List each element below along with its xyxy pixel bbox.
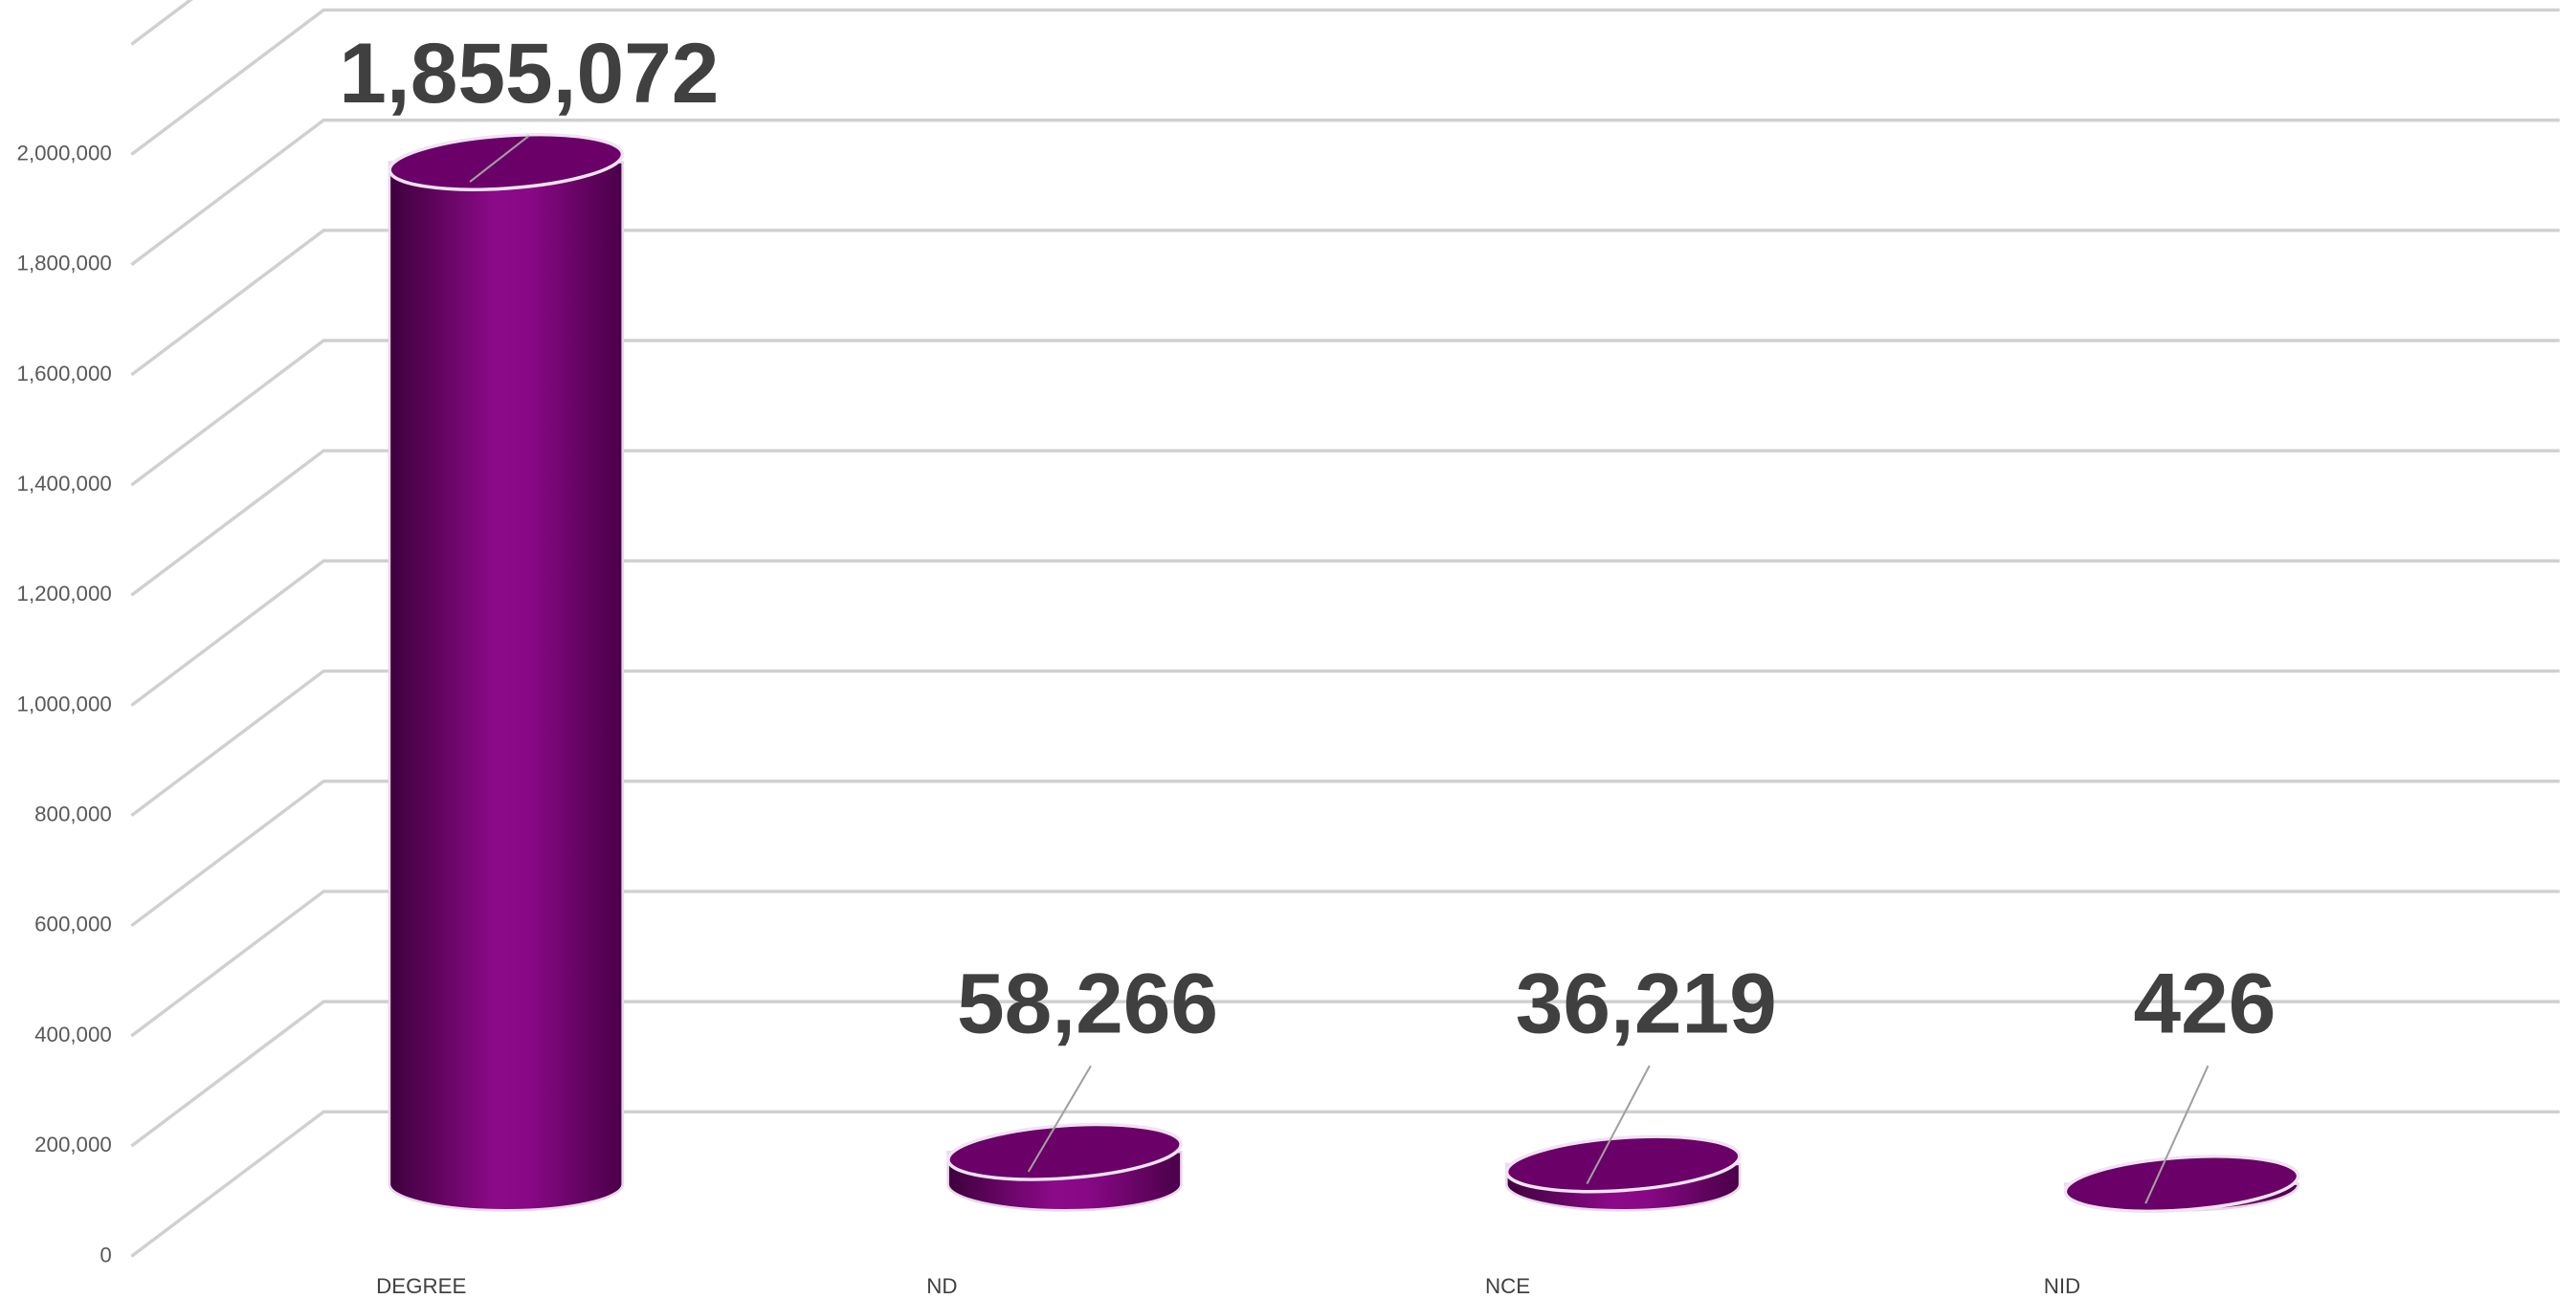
grid-line xyxy=(130,1110,2560,1258)
grid-line xyxy=(130,1000,2560,1148)
x-tick-label: NID xyxy=(2044,1274,2080,1298)
data-label: 36,219 xyxy=(1516,955,1777,1050)
grid-line xyxy=(130,8,2560,156)
y-tick-label: 2,000,000 xyxy=(17,141,112,165)
data-label: 1,855,072 xyxy=(339,25,719,121)
bar xyxy=(1504,1134,1742,1212)
y-tick-label: 1,600,000 xyxy=(17,362,112,385)
leader-line xyxy=(1586,1065,1651,1185)
bar xyxy=(946,1122,1183,1212)
grid-line xyxy=(130,229,2560,377)
grid-line xyxy=(130,559,2560,707)
leader-line xyxy=(2144,1065,2210,1204)
leader-line xyxy=(469,135,530,183)
grid-line xyxy=(130,890,2560,1038)
bar xyxy=(2063,1155,2300,1213)
x-tick-label: DEGREE xyxy=(376,1274,466,1298)
y-tick-label: 1,800,000 xyxy=(17,252,112,275)
bar-top xyxy=(946,1122,1183,1181)
data-label: 58,266 xyxy=(957,955,1218,1050)
bar xyxy=(388,133,625,1212)
data-label: 426 xyxy=(2134,955,2276,1050)
leader-line xyxy=(1027,1065,1092,1173)
y-tick-label: 1,000,000 xyxy=(17,692,112,716)
y-tick-label: 600,000 xyxy=(34,913,112,936)
y-tick-label: 0 xyxy=(100,1243,111,1266)
x-tick-label: ND xyxy=(926,1274,957,1298)
y-tick-label: 1,200,000 xyxy=(17,582,112,605)
y-tick-label: 800,000 xyxy=(34,803,112,826)
grid-line xyxy=(130,339,2560,487)
grid-line xyxy=(130,449,2560,597)
bar-top xyxy=(2063,1155,2300,1213)
y-tick-label: 400,000 xyxy=(34,1023,112,1046)
bar-body xyxy=(388,161,624,1212)
grid-line xyxy=(130,118,2560,267)
x-tick-label: NCE xyxy=(1485,1274,1530,1298)
bar-top xyxy=(1504,1134,1742,1194)
grid-line xyxy=(130,780,2560,928)
bar-top xyxy=(388,133,625,191)
grid-line xyxy=(130,669,2560,818)
y-tick-label: 200,000 xyxy=(34,1133,112,1156)
y-tick-label: 1,400,000 xyxy=(17,472,112,495)
